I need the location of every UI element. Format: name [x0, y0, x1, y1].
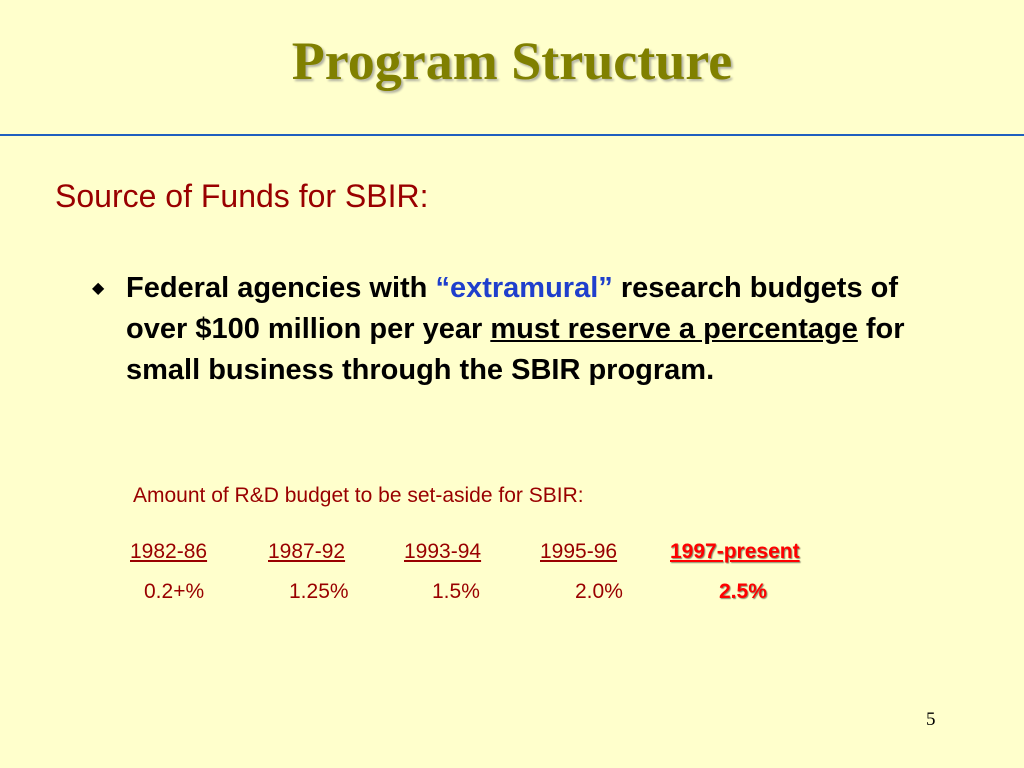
percentage-value-current: 2.5% [719, 580, 767, 603]
title-divider [0, 134, 1024, 136]
diamond-bullet-icon: ◆ [92, 280, 105, 297]
bullet-item: ◆ Federal agencies with “extramural” res… [92, 268, 952, 391]
period-header: 1987-92 [268, 540, 346, 563]
slide-title: Program Structure [291, 31, 733, 91]
extramural-term: “extramural” [435, 272, 613, 304]
period-header-current: 1997-present [670, 540, 800, 563]
set-aside-caption: Amount of R&D budget to be set-aside for… [133, 484, 584, 507]
period-header: 1982-86 [130, 540, 208, 563]
bullet-text-part3: for small business through the SBIR prog… [126, 313, 905, 386]
bullet-text: Federal agencies with “extramural” resea… [126, 268, 956, 391]
percentage-value: 0.2+% [144, 580, 205, 603]
bullet-text-part2: research budgets of over $100 million pe… [126, 272, 899, 345]
period-header: 1995-96 [540, 540, 618, 563]
section-heading: Source of Funds for SBIR: [55, 178, 429, 214]
percentage-value: 2.0% [575, 580, 623, 603]
page-number: 5 [926, 709, 936, 730]
percentage-value: 1.25% [289, 580, 349, 603]
percentage-value: 1.5% [432, 580, 480, 603]
must-reserve-emphasis: must reserve a percentage [490, 313, 858, 345]
period-header: 1993-94 [404, 540, 482, 563]
bullet-text-part1: Federal agencies with [126, 272, 436, 304]
